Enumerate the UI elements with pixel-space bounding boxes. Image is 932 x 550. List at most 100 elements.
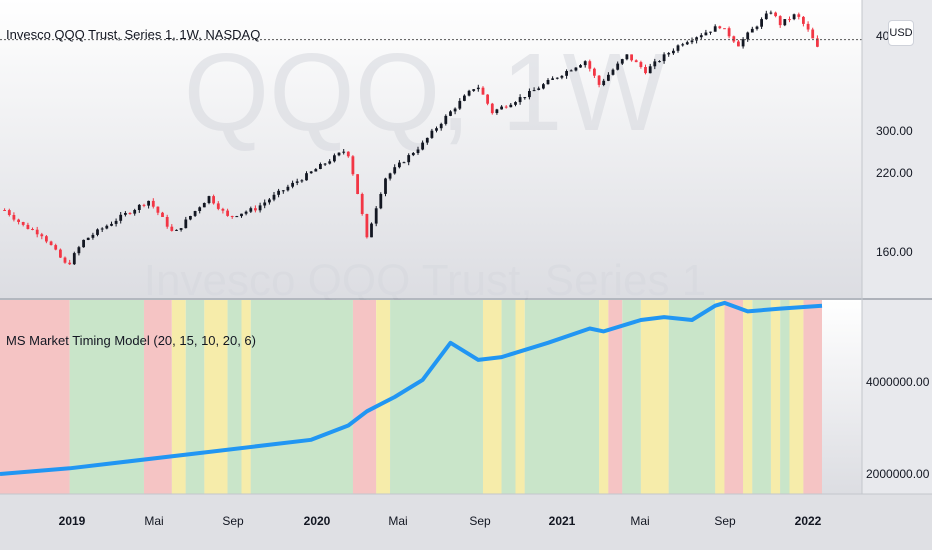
candle-up — [421, 142, 424, 150]
candle-down — [31, 229, 34, 230]
candle-up — [240, 213, 243, 217]
time-label-2021: 2021 — [549, 514, 576, 528]
regime-zone-yellow — [789, 300, 804, 494]
candle-up — [202, 203, 206, 208]
candle-down — [128, 213, 132, 214]
candle-down — [630, 54, 633, 61]
candle-up — [616, 63, 620, 70]
candle-up — [755, 26, 759, 29]
price-tick-300: 300.00 — [876, 124, 913, 138]
indicator-title: MS Market Timing Model (20, 15, 10, 20, … — [6, 333, 256, 348]
candle-up — [625, 54, 629, 60]
name-watermark: Invesco QQQ Trust, Series 1 — [144, 256, 706, 305]
candle-down — [806, 23, 810, 30]
candle-up — [189, 216, 192, 220]
time-label-mai-2019: Mai — [144, 514, 163, 528]
candle-up — [667, 53, 671, 55]
regime-zone-yellow — [204, 300, 228, 494]
candle-up — [249, 208, 253, 212]
candle-up — [783, 19, 787, 26]
candle-down — [490, 103, 494, 114]
candle-up — [323, 163, 327, 165]
symbol-watermark: QQQ, 1W — [184, 31, 667, 154]
regime-zone-yellow — [376, 300, 391, 494]
candle-up — [207, 196, 211, 203]
candle-up — [583, 61, 587, 66]
candle-up — [184, 219, 188, 229]
candle-down — [45, 236, 48, 242]
price-candles — [3, 10, 819, 265]
candle-up — [430, 130, 434, 138]
time-label-2019: 2019 — [59, 514, 86, 528]
regime-zone-green — [752, 300, 771, 494]
candle-up — [555, 77, 559, 79]
candle-down — [35, 229, 39, 235]
candle-up — [476, 87, 480, 90]
regime-zone-yellow — [171, 300, 186, 494]
candle-down — [797, 14, 801, 17]
candle-down — [26, 224, 30, 229]
candle-up — [648, 66, 652, 74]
candle-up — [439, 123, 443, 129]
regime-zone-yellow — [599, 300, 609, 494]
regime-zone-yellow — [482, 300, 502, 494]
candle-up — [309, 171, 313, 174]
candle-up — [444, 115, 448, 124]
candle-up — [295, 181, 299, 183]
candle-up — [458, 100, 462, 109]
candle-up — [77, 247, 81, 254]
candle-down — [161, 212, 164, 217]
regime-zone-green — [250, 300, 353, 494]
candle-up — [523, 97, 527, 99]
candle-up — [792, 14, 796, 20]
regime-zone-yellow — [515, 300, 525, 494]
candle-up — [695, 37, 698, 41]
candle-up — [114, 220, 118, 224]
candle-up — [244, 211, 248, 214]
candle-up — [281, 190, 285, 192]
candle-down — [17, 219, 20, 222]
regime-zone-green — [668, 300, 716, 494]
candle-up — [337, 152, 341, 156]
candle-down — [737, 41, 740, 47]
main-pane-background — [0, 0, 862, 298]
candle-up — [96, 229, 99, 235]
candle-down — [142, 204, 146, 206]
time-axis-background — [0, 494, 932, 550]
candle-up — [514, 102, 517, 105]
candle-up — [764, 13, 768, 20]
candle-down — [732, 36, 736, 42]
candle-down — [644, 67, 647, 74]
candle-down — [504, 106, 508, 108]
candle-down — [778, 16, 782, 26]
candle-up — [268, 199, 271, 203]
candle-up — [472, 89, 476, 91]
candle-up — [333, 155, 336, 162]
price-axis-background — [862, 0, 932, 494]
candle-down — [230, 216, 234, 217]
candle-up — [388, 173, 392, 179]
regime-zone-yellow — [640, 300, 669, 494]
candle-up — [500, 106, 503, 110]
main-chart-title: Invesco QQQ Trust, Series 1, 1W, NASDAQ — [6, 27, 260, 42]
candle-up — [370, 223, 373, 238]
candle-up — [453, 108, 457, 112]
candle-down — [7, 210, 11, 215]
candle-up — [86, 237, 90, 240]
candle-up — [300, 180, 304, 182]
candle-up — [542, 84, 545, 89]
time-label-mai-2020: Mai — [388, 514, 407, 528]
candle-up — [319, 164, 322, 169]
currency-button[interactable]: USD — [888, 20, 914, 46]
candle-up — [611, 69, 615, 75]
candle-down — [639, 62, 643, 67]
regime-zone-green — [501, 300, 516, 494]
candle-up — [286, 186, 290, 191]
candle-up — [305, 173, 308, 181]
candle-up — [532, 90, 536, 92]
candle-up — [607, 74, 610, 81]
candle-up — [658, 61, 661, 63]
regime-zone-green — [227, 300, 242, 494]
time-label-sep-2019: Sep — [222, 514, 244, 528]
